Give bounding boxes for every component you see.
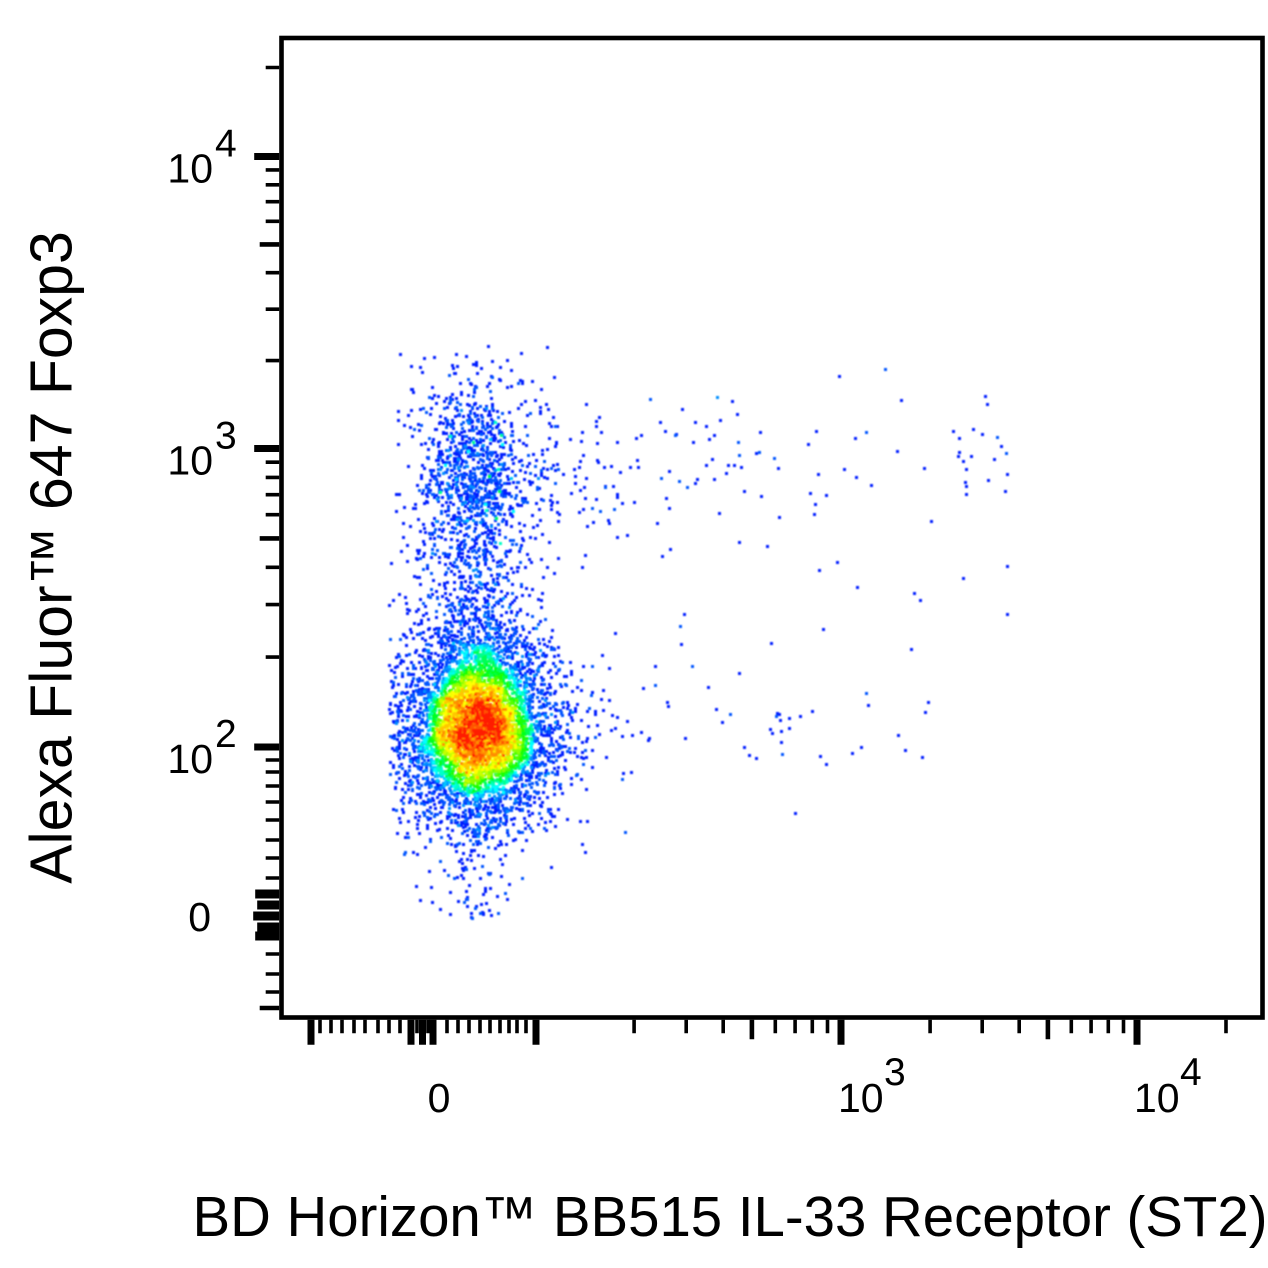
svg-text:0: 0 [428, 1075, 451, 1121]
svg-text:10: 10 [167, 736, 213, 782]
svg-text:2: 2 [215, 713, 237, 756]
svg-text:4: 4 [215, 123, 237, 166]
svg-text:0: 0 [188, 894, 211, 940]
svg-text:4: 4 [1180, 1051, 1202, 1094]
svg-text:10: 10 [167, 146, 213, 192]
svg-text:3: 3 [215, 415, 237, 458]
svg-text:10: 10 [167, 438, 213, 484]
svg-text:10: 10 [1134, 1075, 1180, 1121]
svg-text:BD Horizon™ BB515 IL-33 Recept: BD Horizon™ BB515 IL-33 Receptor (ST2) [192, 1185, 1267, 1248]
svg-text:Alexa Fluor™ 647 Foxp3: Alexa Fluor™ 647 Foxp3 [19, 231, 85, 884]
svg-text:3: 3 [884, 1051, 906, 1094]
svg-text:10: 10 [838, 1075, 884, 1121]
